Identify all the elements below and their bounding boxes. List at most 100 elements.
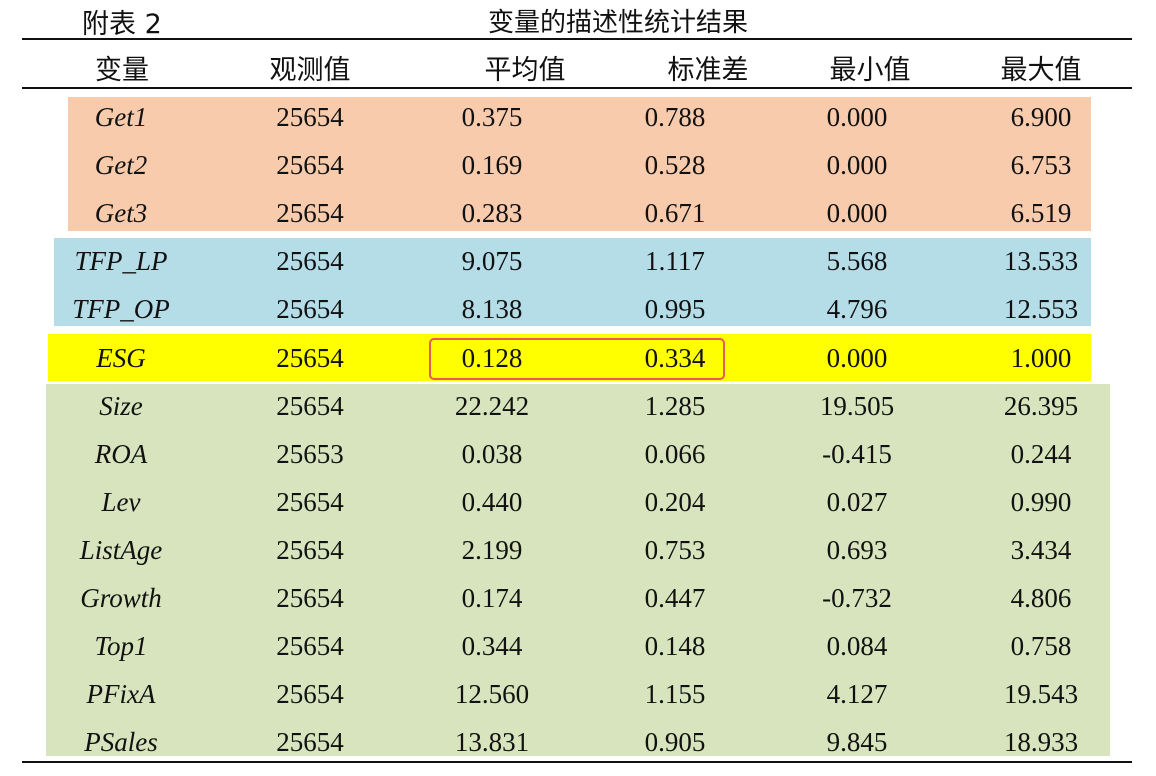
tfp-band xyxy=(54,238,1091,326)
header-std: 标准差 xyxy=(667,55,749,86)
cell-min: 0.000 xyxy=(826,198,888,228)
cell-std: 1.155 xyxy=(644,679,706,709)
header-observations: 观测值 xyxy=(269,55,351,86)
cell-observations: 25654 xyxy=(276,631,344,661)
cell-max: 4.806 xyxy=(1010,583,1072,613)
header-mean: 平均值 xyxy=(484,55,566,86)
cell-std: 0.788 xyxy=(644,102,706,132)
cell-max: 1.000 xyxy=(1010,343,1072,373)
table-row: Lev 25654 0.440 0.204 0.027 0.990 xyxy=(0,481,1156,529)
cell-variable: Lev xyxy=(101,487,141,517)
cell-max: 0.758 xyxy=(1010,631,1072,661)
table-row: TFP_OP 25654 8.138 0.995 4.796 12.553 xyxy=(0,288,1156,336)
cell-variable: Get3 xyxy=(94,198,148,228)
cell-mean: 0.174 xyxy=(461,583,523,613)
cell-min: 0.000 xyxy=(826,102,888,132)
cell-min: 0.084 xyxy=(826,631,888,661)
cell-max: 12.553 xyxy=(1003,294,1079,324)
cell-std: 0.447 xyxy=(644,583,706,613)
cell-observations: 25654 xyxy=(276,487,344,517)
cell-variable: Size xyxy=(99,391,143,421)
table-title: 变量的描述性统计结果 xyxy=(488,8,749,38)
header-max: 最大值 xyxy=(1000,55,1082,86)
cell-min: 0.000 xyxy=(826,343,888,373)
table-row: Get3 25654 0.283 0.671 0.000 6.519 xyxy=(0,192,1156,240)
top-rule xyxy=(22,38,1132,40)
cell-mean: 9.075 xyxy=(461,246,523,276)
cell-std: 1.117 xyxy=(645,246,705,276)
cell-mean: 0.344 xyxy=(461,631,523,661)
cell-observations: 25654 xyxy=(276,583,344,613)
cell-min: 0.000 xyxy=(826,150,888,180)
cell-max: 0.990 xyxy=(1010,487,1072,517)
cell-std: 0.671 xyxy=(644,198,706,228)
cell-observations: 25654 xyxy=(276,294,344,324)
cell-variable: ROA xyxy=(94,439,148,469)
cell-max: 26.395 xyxy=(1003,391,1079,421)
cell-std: 0.148 xyxy=(644,631,706,661)
cell-min: -0.415 xyxy=(822,439,892,469)
cell-mean: 13.831 xyxy=(454,727,530,757)
cell-observations: 25654 xyxy=(276,391,344,421)
cell-variable: TFP_LP xyxy=(74,246,168,276)
cell-mean: 12.560 xyxy=(454,679,530,709)
table-row: Growth 25654 0.174 0.447 -0.732 4.806 xyxy=(0,577,1156,625)
cell-mean: 0.283 xyxy=(461,198,523,228)
cell-observations: 25654 xyxy=(276,246,344,276)
cell-variable: PSales xyxy=(84,727,158,757)
esg-band xyxy=(48,334,1091,381)
table-row: Size 25654 22.242 1.285 19.505 26.395 xyxy=(0,385,1156,433)
cell-min: 5.568 xyxy=(826,246,888,276)
table-row: Get1 25654 0.375 0.788 0.000 6.900 xyxy=(0,96,1156,144)
cell-max: 6.900 xyxy=(1010,102,1072,132)
cell-variable: Top1 xyxy=(94,631,148,661)
control-variable-band xyxy=(46,384,1110,756)
table-row: Top1 25654 0.344 0.148 0.084 0.758 xyxy=(0,625,1156,673)
bottom-rule xyxy=(22,761,1132,763)
table-number: 附表 2 xyxy=(82,9,162,40)
cell-max: 6.519 xyxy=(1010,198,1072,228)
cell-min: 0.693 xyxy=(826,535,888,565)
table-row: ESG 25654 0.128 0.334 0.000 1.000 xyxy=(0,337,1156,385)
cell-variable: PFixA xyxy=(86,679,156,709)
cell-variable: TFP_OP xyxy=(72,294,170,324)
cell-observations: 25654 xyxy=(276,198,344,228)
cell-variable: ListAge xyxy=(79,535,163,565)
table-row: PSales 25654 13.831 0.905 9.845 18.933 xyxy=(0,721,1156,769)
cell-observations: 25654 xyxy=(276,535,344,565)
cell-observations: 25653 xyxy=(276,439,344,469)
cell-variable: ESG xyxy=(96,343,146,373)
dependent-variable-band xyxy=(68,97,1091,231)
cell-std: 0.334 xyxy=(644,343,706,373)
cell-observations: 25654 xyxy=(276,727,344,757)
cell-variable: Growth xyxy=(80,583,162,613)
header-min: 最小值 xyxy=(829,55,911,86)
cell-observations: 25654 xyxy=(276,343,344,373)
table-row: PFixA 25654 12.560 1.155 4.127 19.543 xyxy=(0,673,1156,721)
cell-mean: 0.128 xyxy=(461,343,523,373)
table-caption: 附表 2 变量的描述性统计结果 xyxy=(0,0,1156,40)
header-variable: 变量 xyxy=(95,55,149,86)
cell-max: 19.543 xyxy=(1003,679,1079,709)
cell-min: 4.127 xyxy=(826,679,888,709)
cell-min: 9.845 xyxy=(826,727,888,757)
cell-mean: 0.169 xyxy=(461,150,523,180)
cell-mean: 2.199 xyxy=(461,535,523,565)
table-row: ROA 25653 0.038 0.066 -0.415 0.244 xyxy=(0,433,1156,481)
cell-observations: 25654 xyxy=(276,150,344,180)
cell-std: 0.753 xyxy=(644,535,706,565)
cell-std: 0.528 xyxy=(644,150,706,180)
table-row: TFP_LP 25654 9.075 1.117 5.568 13.533 xyxy=(0,240,1156,288)
cell-std: 0.204 xyxy=(644,487,706,517)
cell-variable: Get1 xyxy=(94,102,148,132)
cell-std: 0.066 xyxy=(644,439,706,469)
cell-mean: 8.138 xyxy=(461,294,523,324)
cell-max: 3.434 xyxy=(1010,535,1072,565)
cell-std: 0.995 xyxy=(644,294,706,324)
header-row: 变量 观测值 平均值 标准差 最小值 最大值 xyxy=(0,48,1156,86)
cell-min: 19.505 xyxy=(819,391,895,421)
cell-max: 6.753 xyxy=(1010,150,1072,180)
table-row: ListAge 25654 2.199 0.753 0.693 3.434 xyxy=(0,529,1156,577)
cell-min: -0.732 xyxy=(822,583,892,613)
cell-std: 1.285 xyxy=(644,391,706,421)
